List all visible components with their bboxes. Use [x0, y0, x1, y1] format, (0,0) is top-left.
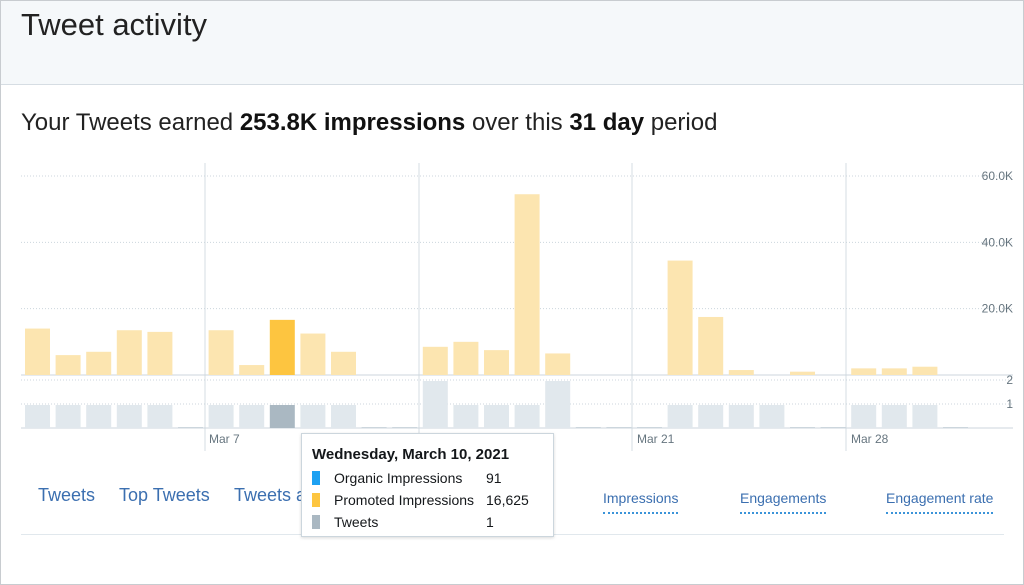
promoted-swatch	[312, 493, 320, 507]
impressions-bar	[147, 331, 173, 375]
page-title: Tweet activity	[21, 7, 208, 42]
tweets-bar	[667, 405, 693, 428]
impressions-bar	[912, 366, 938, 375]
tweets-bar	[790, 427, 815, 428]
tweets-bar	[147, 405, 173, 428]
tooltip-value: 91	[486, 470, 502, 486]
tweets-bar	[912, 405, 938, 428]
tweets-tick-label: 1	[1006, 397, 1013, 411]
impressions-bar	[269, 319, 295, 375]
impressions-bar	[667, 260, 693, 375]
tooltip-label: Organic Impressions	[334, 470, 463, 486]
metric-engagement-rate[interactable]: Engagement rate	[886, 490, 994, 514]
impressions-bar	[86, 351, 112, 375]
tweets-bar	[86, 405, 112, 428]
tooltip-date: Wednesday, March 10, 2021	[312, 446, 510, 463]
impressions-bar	[881, 368, 907, 375]
tweets-swatch	[312, 515, 320, 529]
tooltip-row-organic: Organic Impressions 91	[312, 467, 543, 489]
summary-prefix: Your Tweets earned	[21, 109, 240, 136]
impressions-bar	[422, 346, 448, 375]
impressions-bar	[208, 330, 234, 375]
impressions-bar	[116, 330, 142, 375]
impressions-summary: Your Tweets earned 253.8K impressions ov…	[21, 109, 717, 137]
y-tick-label: 20.0K	[982, 302, 1013, 316]
summary-suffix: period	[644, 109, 718, 136]
impressions-bar	[728, 370, 754, 375]
tweets-bar	[25, 405, 50, 428]
tab-top-tweets[interactable]: Top Tweets	[119, 485, 210, 505]
impressions-bar	[453, 341, 479, 375]
tweets-bar	[453, 405, 479, 428]
summary-impressions: 253.8K impressions	[239, 109, 466, 136]
impressions-chart[interactable]: 20.0K 40.0K 60.0K 1 2 Mar 7 Mar 21 Mar 28	[1, 151, 1023, 451]
tweets-tick-label: 2	[1006, 373, 1013, 387]
tooltip-label: Promoted Impressions	[334, 492, 475, 508]
page-header: Tweet activity	[1, 1, 1023, 85]
tweets-bar	[269, 405, 295, 428]
x-tick-label: Mar 28	[851, 432, 889, 446]
tooltip-value: 16,625	[486, 492, 529, 508]
impressions-bar	[545, 353, 571, 375]
y-tick-label: 40.0K	[982, 235, 1013, 249]
impressions-bar	[331, 351, 356, 375]
tweets-bar	[575, 427, 601, 428]
summary-middle: over this	[465, 109, 570, 136]
x-tick-label: Mar 21	[637, 432, 675, 446]
tweets-bar	[851, 405, 877, 428]
tweets-bar	[178, 427, 203, 428]
summary-days: 31 day	[569, 109, 645, 136]
impressions-bar	[484, 350, 509, 375]
chart-tooltip: Wednesday, March 10, 2021 Organic Impres…	[301, 433, 554, 537]
tweets-bar	[728, 405, 754, 428]
tweets-bar	[514, 405, 540, 428]
tweets-bar	[698, 405, 724, 428]
tooltip-value: 1	[486, 514, 494, 530]
tweets-bar	[943, 427, 968, 428]
tooltip-row-tweets: Tweets 1	[312, 511, 543, 533]
impressions-bar	[239, 365, 265, 375]
organic-swatch	[312, 471, 320, 485]
metric-engagements[interactable]: Engagements	[740, 490, 827, 514]
tweets-bar	[361, 427, 387, 428]
tab-tweets-and-replies[interactable]: Tweets a	[234, 485, 307, 505]
metric-impressions[interactable]: Impressions	[603, 490, 679, 514]
impressions-bar	[851, 368, 877, 375]
impressions-bar	[514, 194, 540, 375]
tooltip-row-promoted: Promoted Impressions 16,625	[312, 489, 543, 511]
tweets-bar	[55, 405, 81, 428]
tweets-bar	[422, 381, 448, 428]
tab-tweets[interactable]: Tweets	[38, 485, 96, 505]
tweets-bar	[881, 405, 907, 428]
tweets-bar	[208, 405, 234, 428]
tweets-bar	[484, 405, 509, 428]
impressions-bar	[25, 328, 50, 375]
tooltip-label: Tweets	[334, 514, 379, 530]
impressions-bar	[300, 333, 326, 375]
tweets-bar	[392, 427, 418, 428]
tweets-bar	[545, 381, 571, 428]
tweets-bar	[300, 405, 326, 428]
impressions-bar	[55, 355, 81, 375]
x-tick-label: Mar 7	[209, 432, 240, 446]
tweets-bar	[637, 427, 662, 428]
tweets-bar	[820, 427, 846, 428]
tweets-bar	[116, 405, 142, 428]
tweets-bar	[759, 405, 785, 428]
impressions-bar	[698, 316, 724, 375]
tweets-bar	[331, 405, 356, 428]
tweets-bar	[606, 427, 632, 428]
tweets-bar	[239, 405, 265, 428]
y-tick-label: 60.0K	[982, 169, 1013, 183]
impressions-bar	[790, 371, 815, 375]
